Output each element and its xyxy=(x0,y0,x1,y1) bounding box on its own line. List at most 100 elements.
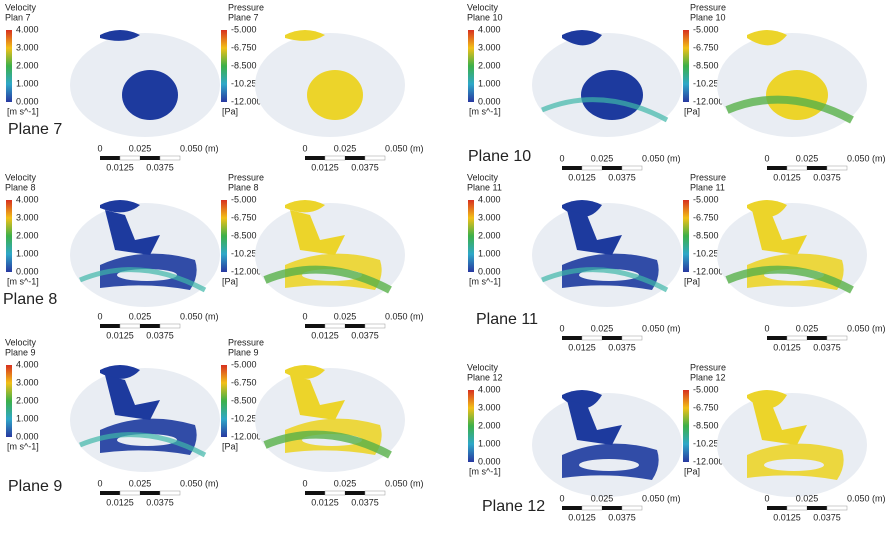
scale-bar xyxy=(582,336,602,340)
panel: VelocityPlane 114.0003.0002.0001.0000.00… xyxy=(467,172,886,352)
colorbar-unit: [Pa] xyxy=(684,276,700,286)
scale-bar xyxy=(325,491,345,495)
figure: VelocityPlan 74.0003.0002.0001.0000.000[… xyxy=(0,0,890,533)
legend-title: Velocity xyxy=(5,337,37,347)
scale-label: 0.0125 xyxy=(106,497,134,507)
colorbar-tick-label: 3.000 xyxy=(478,212,501,222)
colorbar xyxy=(6,365,12,437)
colorbar xyxy=(6,30,12,102)
scale-bar xyxy=(305,491,325,495)
colorbar xyxy=(221,30,227,102)
scale-label: 0.0375 xyxy=(351,497,379,507)
scale-bar xyxy=(787,336,807,340)
lower-region xyxy=(307,70,363,120)
scale-label: 0.0125 xyxy=(311,330,339,340)
scale-label: 0.025 xyxy=(129,311,152,321)
scale-label: 0.0375 xyxy=(146,330,174,340)
colorbar-tick-label: -5.000 xyxy=(693,24,719,34)
colorbar-tick-label: -6.750 xyxy=(231,42,257,52)
scale-bar xyxy=(767,166,787,170)
colorbar-unit: [Pa] xyxy=(222,106,238,116)
colorbar-tick-label: 0.000 xyxy=(478,96,501,106)
scale-bar xyxy=(767,336,787,340)
scale-label: 0.050 (m) xyxy=(642,493,681,503)
scale-bar xyxy=(827,506,847,510)
scale-label: 0.0125 xyxy=(568,172,596,182)
scale-label: 0.050 (m) xyxy=(385,311,424,321)
legend-title: Plane 8 xyxy=(228,182,259,192)
colorbar-tick-label: 1.000 xyxy=(478,438,501,448)
scale-bar xyxy=(807,506,827,510)
colorbar-tick-label: 0.000 xyxy=(478,456,501,466)
colorbar-tick-label: 2.000 xyxy=(16,395,39,405)
legend-title: Velocity xyxy=(467,362,499,372)
colorbar-tick-label: 2.000 xyxy=(16,60,39,70)
scale-label: 0.050 (m) xyxy=(847,493,886,503)
colorbar-tick-label: 0.000 xyxy=(16,96,39,106)
scale-label: 0 xyxy=(764,323,769,333)
scale-bar xyxy=(827,166,847,170)
colorbar-tick-label: -8.500 xyxy=(693,60,719,70)
colorbar-tick-label: -12.000 xyxy=(231,96,262,106)
colorbar-tick-label: 2.000 xyxy=(478,60,501,70)
scale-label: 0.0375 xyxy=(146,497,174,507)
scale-bar xyxy=(100,324,120,328)
scale-bar xyxy=(140,156,160,160)
scale-bar xyxy=(562,166,582,170)
scale-label: 0.0375 xyxy=(813,512,841,522)
scale-bar xyxy=(602,336,622,340)
legend-title: Pressure xyxy=(690,172,726,182)
scale-label: 0.050 (m) xyxy=(180,478,219,488)
legend-title: Plane 11 xyxy=(467,182,502,192)
colorbar-tick-label: -6.750 xyxy=(693,42,719,52)
scale-bar xyxy=(100,491,120,495)
colorbar-tick-label: 1.000 xyxy=(16,78,39,88)
lower-region xyxy=(766,70,828,120)
lower-region xyxy=(122,70,178,120)
legend-title: Velocity xyxy=(5,2,37,12)
scale-bar xyxy=(602,506,622,510)
colorbar-unit: [m s^-1] xyxy=(469,466,501,476)
scale-label: 0.050 (m) xyxy=(642,153,681,163)
scale-bar xyxy=(140,491,160,495)
scale-bar xyxy=(345,491,365,495)
colorbar-unit: [Pa] xyxy=(222,441,238,451)
lower-region xyxy=(581,70,643,120)
scale-label: 0.025 xyxy=(334,143,357,153)
scale-bar xyxy=(767,506,787,510)
colorbar-tick-label: 4.000 xyxy=(478,194,501,204)
legend-title: Pressure xyxy=(228,2,264,12)
colorbar-tick-label: -5.000 xyxy=(693,194,719,204)
panel: VelocityPlane 84.0003.0002.0001.0000.000… xyxy=(3,172,424,340)
scale-label: 0 xyxy=(97,311,102,321)
scale-label: 0.050 (m) xyxy=(180,143,219,153)
colorbar-tick-label: 3.000 xyxy=(16,212,39,222)
legend-title: Plane 7 xyxy=(228,12,259,22)
colorbar-tick-label: -6.750 xyxy=(693,402,719,412)
lower-hole xyxy=(764,459,824,471)
scale-bar xyxy=(787,166,807,170)
scale-label: 0.050 (m) xyxy=(847,153,886,163)
colorbar-tick-label: 4.000 xyxy=(16,194,39,204)
scale-label: 0.0125 xyxy=(568,512,596,522)
colorbar xyxy=(221,200,227,272)
panel: VelocityPlane 94.0003.0002.0001.0000.000… xyxy=(5,337,424,507)
colorbar-tick-label: 0.000 xyxy=(16,266,39,276)
scale-label: 0.050 (m) xyxy=(385,143,424,153)
plane-label: Plane 8 xyxy=(3,291,57,308)
scale-label: 0.0125 xyxy=(568,342,596,352)
colorbar-tick-label: -5.000 xyxy=(693,384,719,394)
scale-label: 0.025 xyxy=(591,493,614,503)
scale-bar xyxy=(160,324,180,328)
legend-title: Plane 11 xyxy=(690,182,725,192)
legend-title: Pressure xyxy=(690,2,726,12)
colorbar-tick-label: -12.000 xyxy=(231,431,262,441)
scale-label: 0 xyxy=(302,143,307,153)
scale-label: 0 xyxy=(559,323,564,333)
colorbar-tick-label: 2.000 xyxy=(16,230,39,240)
colorbar-tick-label: -12.000 xyxy=(693,456,724,466)
scale-label: 0.0125 xyxy=(106,330,134,340)
colorbar-tick-label: -5.000 xyxy=(231,194,257,204)
colorbar-unit: [Pa] xyxy=(684,466,700,476)
scale-label: 0.025 xyxy=(129,143,152,153)
